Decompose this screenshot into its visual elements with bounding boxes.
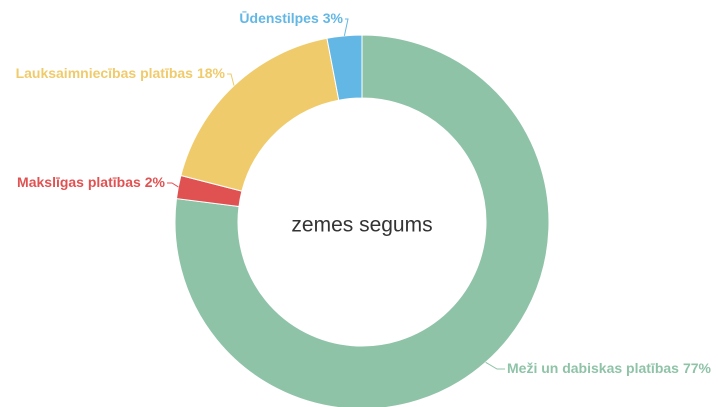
slice-name: Meži un dabiskas platības: [507, 360, 679, 376]
slice-name: Lauksaimniecības platības: [16, 65, 194, 81]
slice-value: 77%: [683, 360, 712, 376]
slice-label: Meži un dabiskas platības 77%: [507, 360, 712, 376]
slice-name: Ūdenstilpes: [239, 10, 319, 26]
slice-label: Makslīgas platības 2%: [17, 174, 166, 190]
center-title: zemes segums: [291, 214, 432, 237]
slice-label: Ūdenstilpes 3%: [239, 10, 343, 26]
donut-slice: [174, 34, 550, 407]
slice-value: 18%: [197, 65, 226, 81]
slice-value: 2%: [145, 174, 166, 190]
slice-name: Makslīgas platības: [17, 174, 141, 190]
slice-value: 3%: [323, 10, 344, 26]
leader-line: [485, 361, 505, 370]
leader-line: [343, 18, 349, 36]
slice-label: Lauksaimniecības platības 18%: [16, 65, 226, 81]
donut-slice: [180, 37, 340, 192]
leader-line: [167, 182, 179, 188]
leader-line: [227, 73, 235, 86]
donut-slice: [326, 34, 363, 101]
